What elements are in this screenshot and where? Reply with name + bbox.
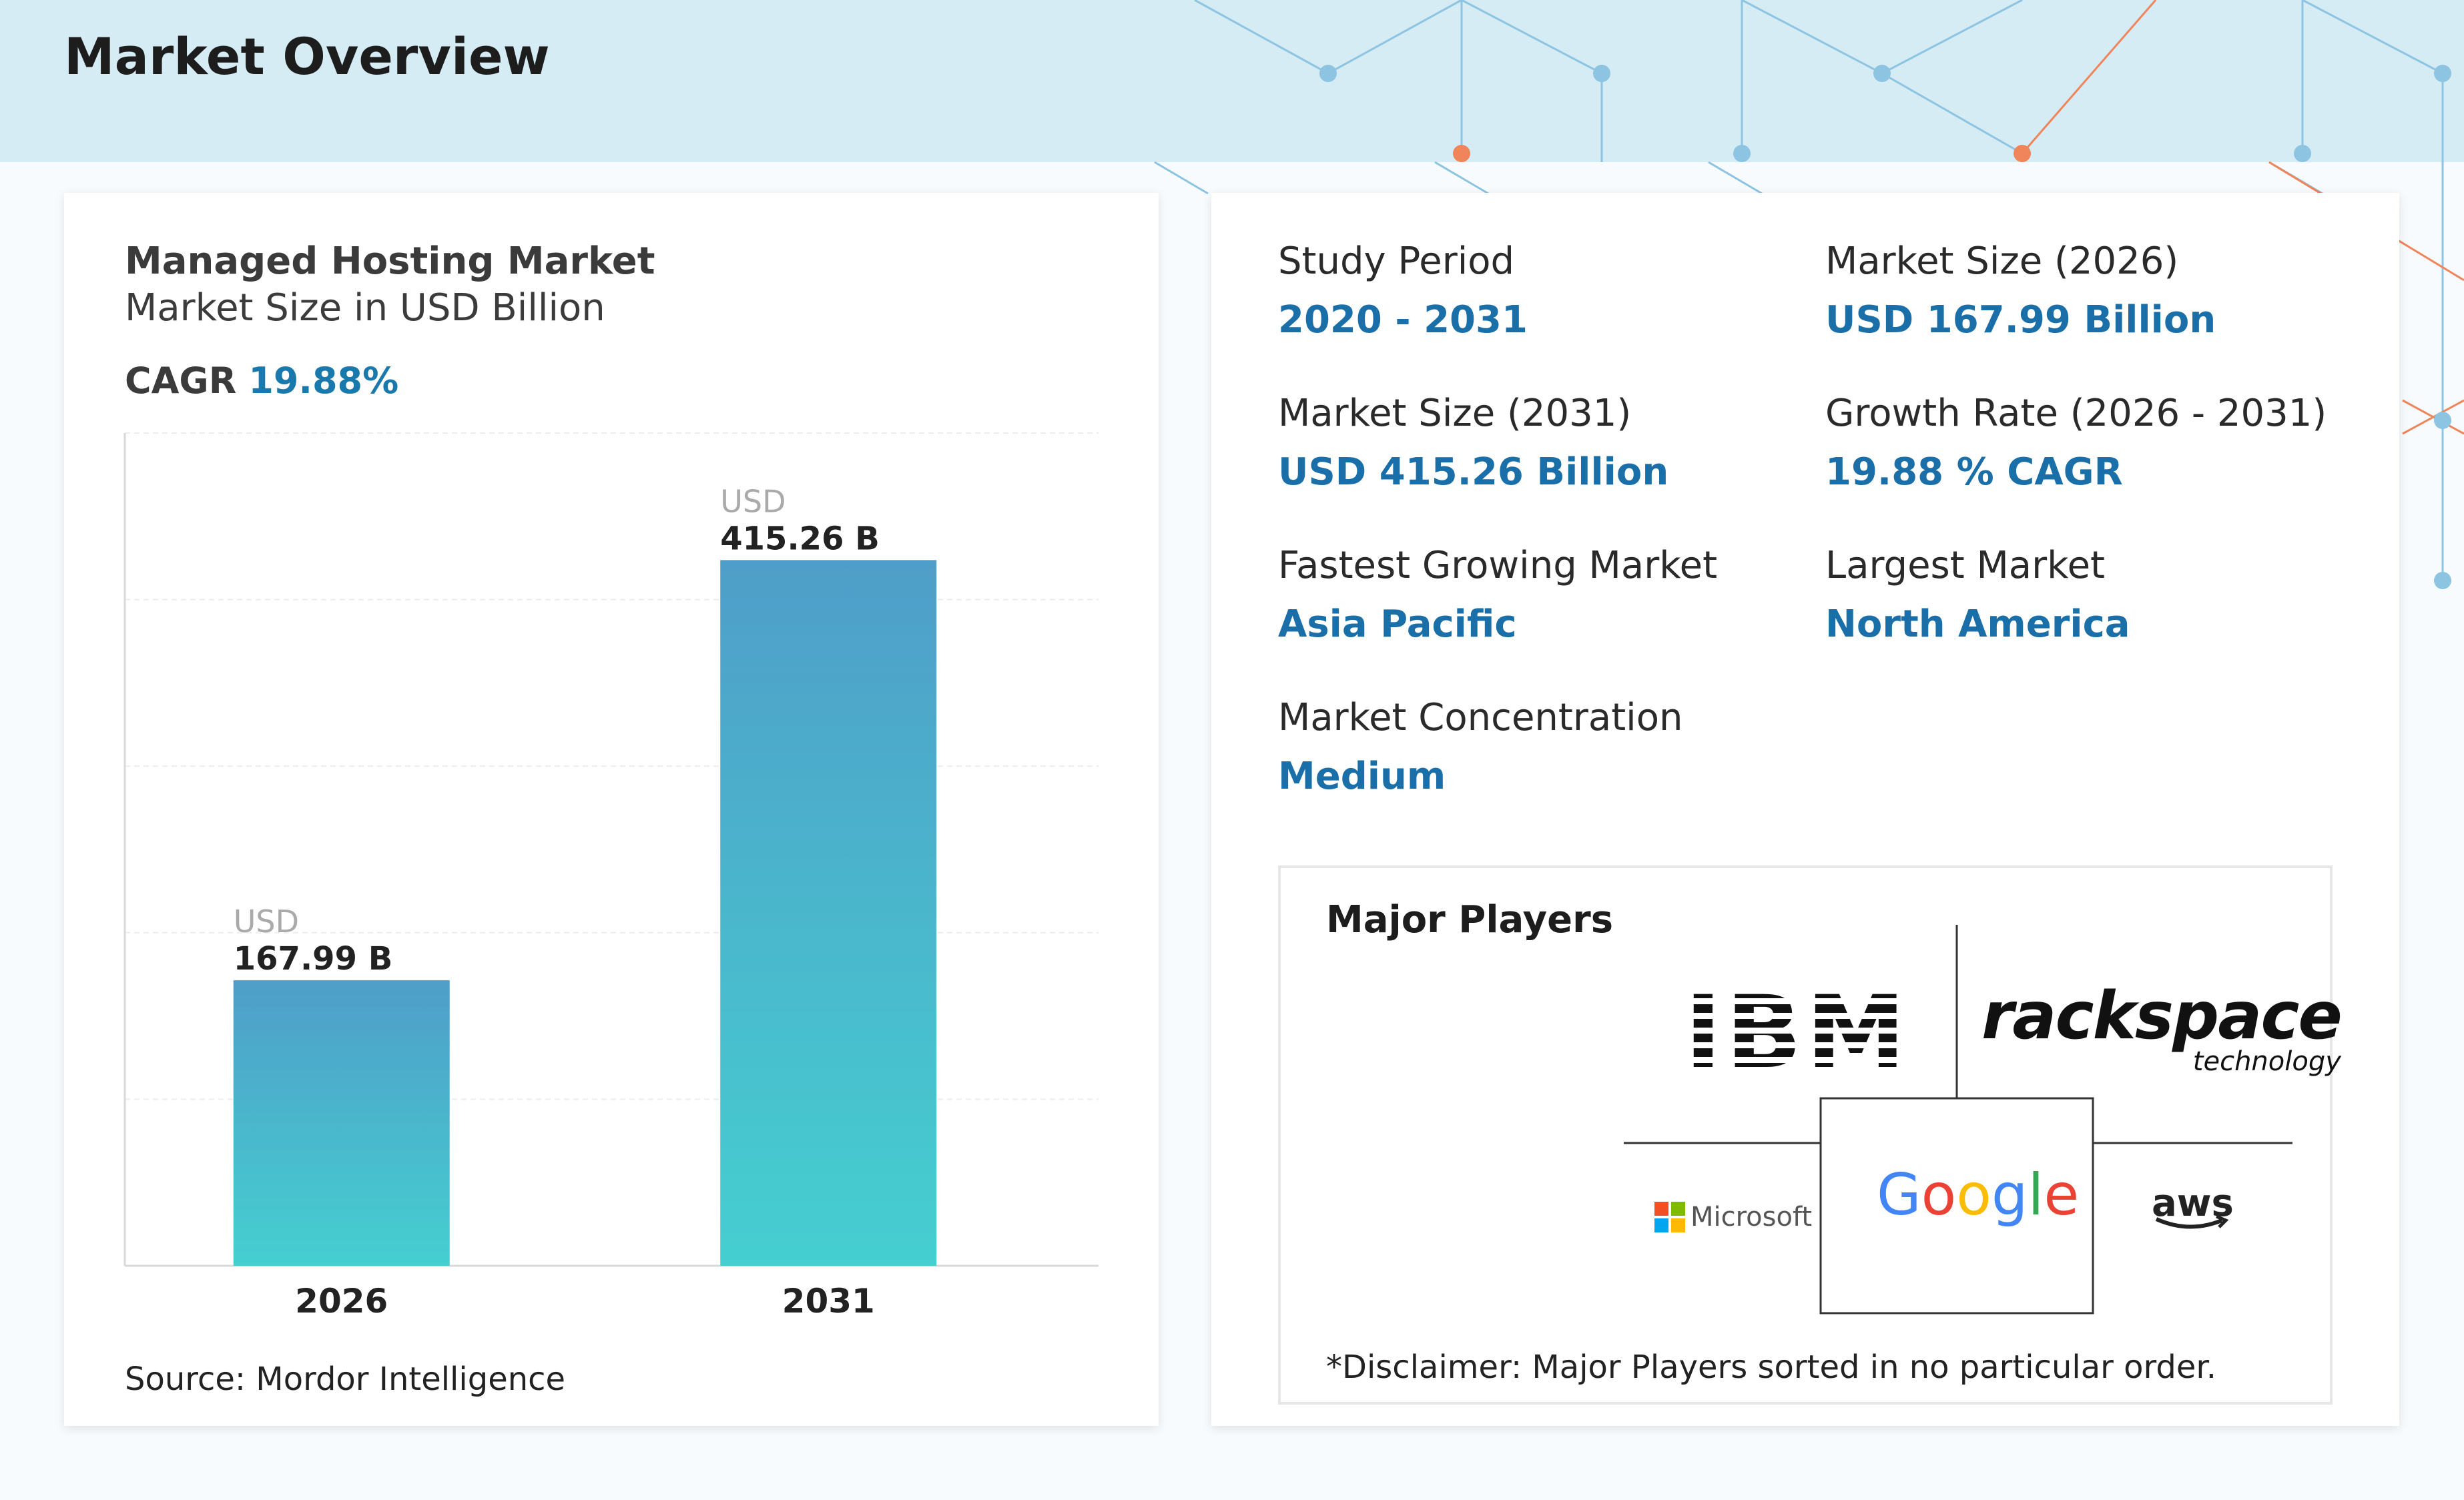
growth-rate-value: 19.88 % CAGR: [1825, 450, 2123, 494]
bar-value-label: 167.99 B: [234, 940, 393, 978]
google-logo: Google: [1877, 1162, 2079, 1228]
largest-market-value: North America: [1825, 603, 2130, 646]
google-letter: G: [1877, 1162, 1921, 1228]
rackspace-logo: rackspace technology: [1981, 978, 2343, 1077]
study-period-value: 2020 - 2031: [1278, 298, 1528, 342]
rackspace-wordmark: rackspace: [1981, 978, 2343, 1054]
aws-smile-icon: [2156, 1214, 2229, 1229]
aws-logo: aws: [2152, 1182, 2234, 1238]
rackspace-tagline: technology: [2192, 1046, 2341, 1077]
page-title: Market Overview: [64, 27, 550, 86]
fastest-market-label: Fastest Growing Market: [1278, 544, 1718, 587]
microsoft-windows-icon: [1654, 1202, 1685, 1232]
bar-2031: [720, 560, 937, 1266]
market-size-2026-value: USD 167.99 Billion: [1825, 298, 2216, 342]
microsoft-logo: Microsoft: [1654, 1202, 1812, 1232]
market-size-card: Managed Hosting Market Market Size in US…: [64, 193, 1159, 1426]
major-players-title: Major Players: [1326, 898, 1614, 942]
market-size-2031-label: Market Size (2031): [1278, 392, 1632, 435]
major-players-panel: Major Players IBM rackspace technology M…: [1278, 865, 2343, 1405]
x-tick-label: 2031: [782, 1282, 875, 1321]
bar-value-label: 415.26 B: [720, 520, 880, 557]
market-title: Managed Hosting Market: [125, 240, 655, 283]
market-size-2026-label: Market Size (2026): [1825, 240, 2179, 283]
google-letter: e: [2044, 1162, 2080, 1228]
fastest-market-value: Asia Pacific: [1278, 603, 1517, 646]
largest-market-label: Largest Market: [1825, 544, 2105, 587]
source-note: Source: Mordor Intelligence: [125, 1361, 566, 1398]
google-wordmark: Google: [1877, 1162, 2079, 1228]
google-letter: o: [1921, 1162, 1957, 1228]
cagr-value: 19.88%: [248, 360, 399, 402]
ibm-logo: IBM: [1684, 975, 1910, 1091]
google-letter: o: [1956, 1162, 1991, 1228]
bar-value-prefix: USD: [234, 903, 299, 940]
concentration-value: Medium: [1278, 755, 1446, 798]
players-disclaimer: *Disclaimer: Major Players sorted in no …: [1326, 1349, 2216, 1386]
google-letter: g: [1991, 1162, 2028, 1228]
market-size-2031-value: USD 415.26 Billion: [1278, 450, 1669, 494]
growth-rate-label: Growth Rate (2026 - 2031): [1825, 392, 2327, 435]
cagr-line: CAGR 19.88%: [125, 360, 398, 402]
logo-grid-lines: [1624, 925, 2292, 1315]
google-letter: l: [2028, 1162, 2044, 1228]
bar-value-prefix: USD: [720, 483, 786, 519]
network-decoration: [1154, 0, 2464, 589]
bar-2026: [233, 980, 450, 1266]
market-stats-card: Study Period 2020 - 2031 Market Size (20…: [1211, 193, 2399, 1426]
concentration-label: Market Concentration: [1278, 696, 1683, 739]
header-band: Market Overview: [0, 0, 2464, 162]
study-period-label: Study Period: [1278, 240, 1515, 283]
cagr-label: CAGR: [125, 360, 237, 402]
market-subtitle: Market Size in USD Billion: [125, 286, 605, 330]
microsoft-wordmark: Microsoft: [1690, 1202, 1813, 1232]
x-tick-label: 2026: [295, 1282, 388, 1321]
